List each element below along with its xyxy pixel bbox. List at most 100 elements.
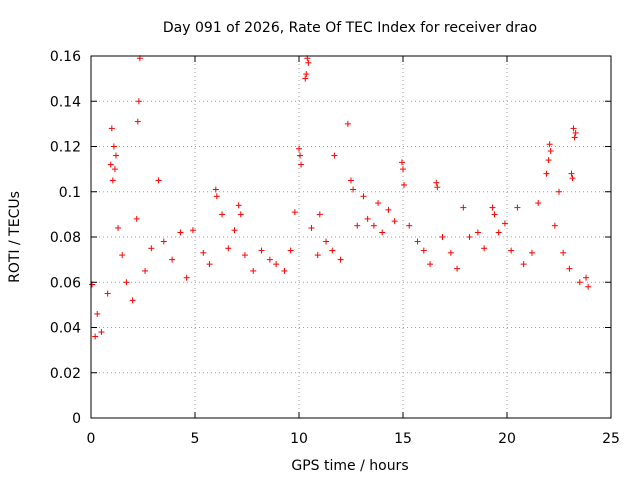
data-point: [305, 59, 312, 66]
chart-title: Day 091 of 2026, Rate Of TEC Index for r…: [163, 20, 537, 36]
data-point: [189, 227, 196, 234]
data-point: [570, 125, 577, 132]
data-point: [454, 265, 461, 272]
data-point: [291, 209, 298, 216]
data-point: [566, 265, 573, 272]
data-point: [94, 310, 101, 317]
data-point: [350, 186, 357, 193]
data-point: [258, 247, 265, 254]
data-point: [241, 252, 248, 259]
y-axis-label: ROTI / TECUs: [7, 191, 23, 283]
data-point: [212, 186, 219, 193]
data-point: [308, 224, 315, 231]
data-point: [398, 159, 405, 166]
data-point: [535, 200, 542, 207]
data-point: [481, 245, 488, 252]
y-tick-labels: 0 0.02 0.04 0.06 0.08 0.1 0.12 0.14 0.16: [50, 49, 81, 427]
data-point: [329, 247, 336, 254]
data-point: [323, 238, 330, 245]
data-point: [576, 279, 583, 286]
data-point: [546, 141, 553, 148]
data-point: [133, 215, 140, 222]
x-tick-label: 10: [290, 431, 308, 447]
data-point: [585, 283, 592, 290]
data-point: [379, 229, 386, 236]
data-point: [491, 211, 498, 218]
data-point: [447, 249, 454, 256]
data-point: [414, 238, 421, 245]
data-point: [348, 177, 354, 184]
data-point: [98, 329, 105, 336]
data-point: [183, 274, 190, 281]
data-point: [314, 252, 321, 259]
data-point: [427, 261, 434, 268]
data-point: [237, 211, 244, 218]
grid-lines: [91, 56, 611, 418]
data-point: [401, 181, 408, 188]
data-point: [545, 157, 552, 164]
data-point: [250, 267, 257, 274]
data-point: [115, 224, 122, 231]
data-point: [551, 222, 558, 229]
data-point: [571, 134, 578, 141]
data-point: [302, 75, 309, 82]
data-point: [235, 202, 242, 209]
data-point: [466, 234, 473, 240]
x-tick-label: 25: [602, 431, 620, 447]
data-point: [572, 129, 579, 136]
y-tick-label: 0.1: [59, 185, 81, 201]
data-point: [406, 222, 413, 229]
data-point: [460, 204, 467, 211]
data-point: [298, 161, 305, 168]
y-tick-label: 0.04: [50, 321, 81, 337]
data-point: [489, 204, 496, 211]
data-point: [109, 177, 116, 184]
data-point: [110, 143, 117, 150]
x-tick-label: 0: [87, 431, 96, 447]
data-point: [111, 166, 118, 173]
data-point: [547, 148, 554, 155]
data-point: [420, 247, 427, 254]
data-point: [155, 177, 162, 184]
data-point: [119, 252, 126, 259]
y-tick-label: 0.14: [50, 94, 81, 110]
data-point: [474, 229, 481, 236]
y-tick-label: 0.16: [50, 49, 81, 65]
data-point: [107, 161, 114, 168]
data-point: [331, 152, 338, 159]
data-point: [297, 152, 304, 159]
data-points: [89, 55, 592, 340]
data-point: [560, 249, 567, 256]
data-point: [112, 152, 119, 159]
data-point: [177, 229, 184, 236]
data-point: [433, 179, 440, 186]
data-point: [501, 220, 508, 227]
data-point: [360, 193, 367, 200]
data-point: [337, 256, 344, 263]
data-point: [391, 218, 398, 225]
data-point: [568, 170, 575, 177]
data-point: [200, 249, 207, 256]
data-point: [316, 211, 323, 218]
data-point: [281, 267, 288, 274]
data-point: [528, 249, 535, 256]
data-point: [169, 256, 176, 263]
data-point: [400, 166, 406, 173]
data-point: [364, 215, 371, 222]
data-point: [148, 245, 155, 252]
y-tick-label: 0.12: [50, 140, 81, 156]
data-point: [495, 229, 502, 236]
data-point: [206, 261, 213, 268]
data-point: [439, 234, 446, 240]
data-point: [434, 184, 441, 191]
data-point: [135, 98, 142, 105]
data-point: [129, 297, 136, 304]
axis-ticks: [90, 55, 612, 419]
data-point: [583, 274, 590, 281]
data-point: [543, 170, 550, 177]
x-tick-labels: 0 5 10 15 20 25: [87, 431, 620, 447]
data-point: [370, 222, 377, 229]
data-point: [296, 145, 302, 152]
data-point: [134, 118, 141, 125]
